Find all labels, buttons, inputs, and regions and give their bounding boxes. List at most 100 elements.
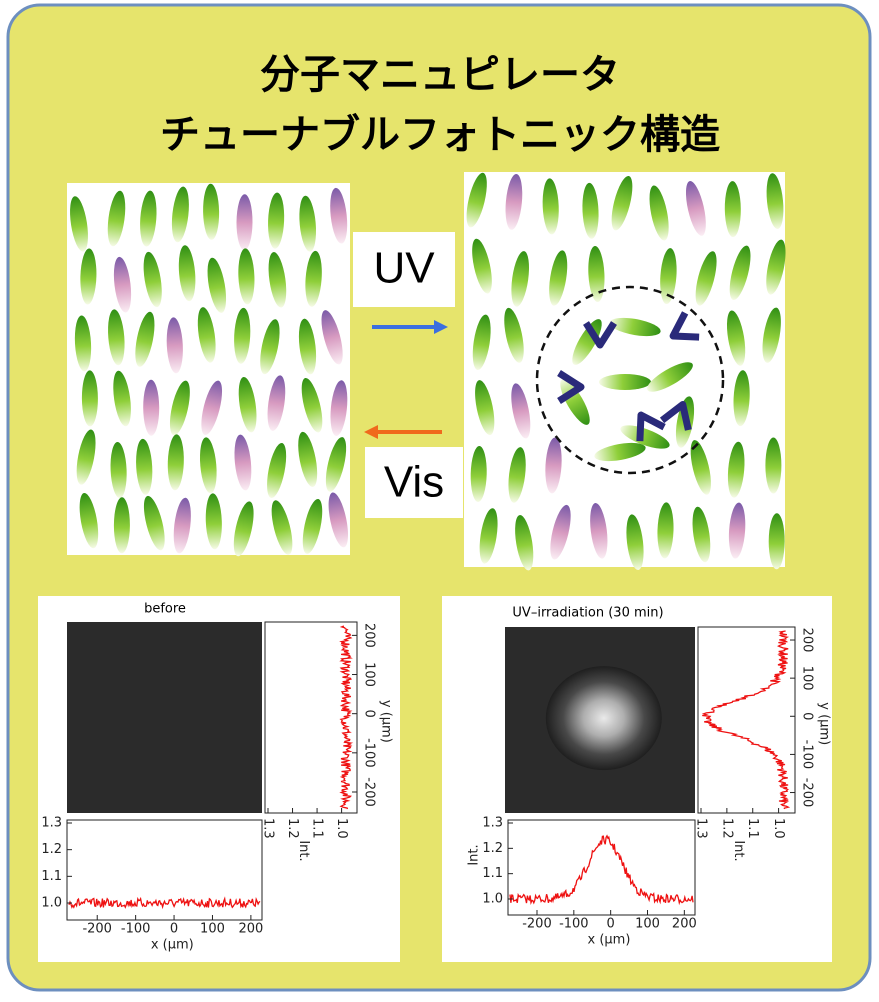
molecule (727, 441, 745, 498)
x-tick-label: 1.0 (334, 818, 349, 839)
molecule (515, 515, 534, 571)
x-axis-label: x (μm) (151, 938, 194, 953)
molecule (135, 311, 155, 367)
molecule (475, 380, 495, 436)
y-tick-label: 0 (800, 712, 815, 720)
molecule (110, 442, 127, 498)
x-tick-label: 1.3 (261, 818, 276, 839)
x-tick-label: 1.2 (719, 818, 734, 839)
molecules (70, 183, 349, 557)
molecule (271, 500, 293, 555)
molecule (724, 181, 741, 238)
molecule (238, 376, 257, 433)
molecule (695, 251, 717, 306)
molecule (143, 251, 162, 308)
molecule (267, 442, 287, 499)
molecule (762, 307, 781, 363)
molecule (611, 175, 633, 231)
plot-title: before (144, 602, 186, 617)
molecule (236, 194, 253, 251)
molecule (201, 380, 223, 436)
molecule (107, 190, 126, 247)
x-tick-label: 0 (607, 917, 615, 932)
title-line: 分子マニュピレータ (260, 52, 620, 98)
x-tick-label: 200 (672, 917, 697, 932)
bottom-plot (507, 819, 696, 916)
plot-title: UV–irradiation (30 min) (512, 606, 663, 621)
x-tick-label: 1.0 (771, 818, 786, 839)
molecule (136, 438, 153, 495)
y-tick-label: 1.2 (482, 841, 503, 856)
profile-line (68, 896, 261, 910)
molecule (197, 307, 216, 363)
glow (545, 666, 662, 771)
x-tick-label: 1.1 (310, 818, 325, 839)
molecule (657, 502, 674, 559)
molecule (472, 314, 491, 371)
y-tick-label: 1.0 (41, 896, 62, 911)
isomer (557, 370, 585, 404)
molecule (588, 246, 605, 302)
molecule (690, 440, 711, 495)
molecule (301, 377, 323, 433)
profile-line (701, 630, 791, 810)
profile-line (339, 625, 354, 810)
molecule (766, 239, 786, 295)
y-tick-label: 1.3 (482, 816, 503, 831)
molecule (626, 514, 644, 571)
y-tick-label: 1.0 (482, 892, 503, 907)
molecule (620, 425, 670, 449)
molecule (167, 434, 184, 491)
molecule (649, 185, 669, 241)
x-tick-label: 200 (238, 922, 263, 937)
y-axis-label: y (μm) (379, 700, 394, 743)
molecule (511, 383, 531, 439)
molecule (113, 497, 130, 554)
molecule (166, 317, 183, 374)
molecule (79, 492, 99, 549)
diagram-panel (464, 172, 785, 567)
int-label: Int. (296, 840, 311, 861)
y-tick-label: -200 (362, 777, 377, 807)
molecule (560, 379, 590, 425)
x-axis-label: x (μm) (588, 933, 631, 948)
vis-label: Vis (384, 458, 444, 507)
arrow-head (364, 425, 378, 439)
molecule (298, 318, 317, 375)
molecule (728, 502, 746, 559)
molecule (268, 192, 285, 249)
arrow-head (434, 320, 448, 334)
x-tick-label: 100 (200, 922, 225, 937)
molecule (178, 245, 196, 302)
molecule (74, 315, 92, 372)
molecule (325, 437, 347, 492)
molecule (199, 437, 217, 494)
molecule (81, 370, 98, 427)
molecule (766, 173, 784, 229)
y-axis-label: y (μm) (817, 702, 832, 745)
molecule (234, 307, 251, 364)
side-plot (697, 626, 796, 814)
y-tick-label: 1.3 (41, 816, 62, 831)
molecule (108, 309, 125, 366)
molecule (76, 429, 96, 485)
molecule (599, 374, 651, 390)
molecule (609, 317, 661, 337)
y-tick-label: -200 (800, 778, 815, 808)
molecule (692, 506, 711, 563)
molecule (113, 256, 132, 313)
molecule (504, 307, 524, 363)
x-tick-label: -200 (82, 922, 112, 937)
isomer (669, 311, 700, 341)
molecule (207, 257, 227, 313)
molecule (733, 370, 750, 427)
molecule (140, 190, 157, 247)
molecule (260, 319, 280, 375)
label-box (353, 232, 455, 307)
profile-line (509, 834, 694, 906)
molecule (550, 504, 571, 560)
y-tick-label: 0 (362, 710, 377, 718)
y-tick-label: 200 (362, 623, 377, 648)
y-tick-label: 200 (800, 628, 815, 653)
